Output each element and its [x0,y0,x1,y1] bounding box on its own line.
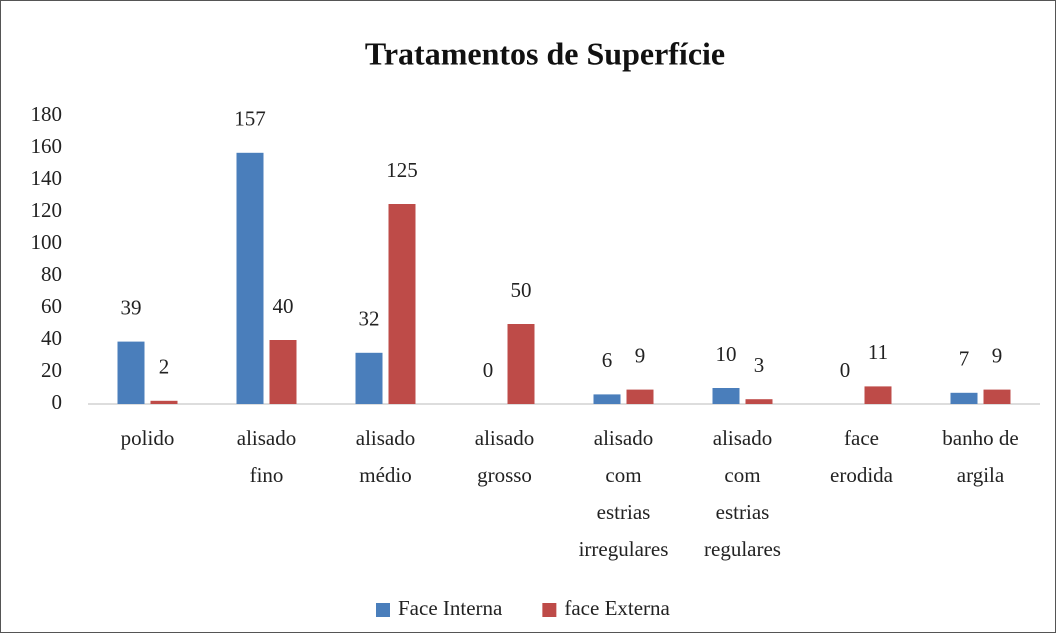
y-tick-label: 180 [31,102,63,126]
data-label: 40 [273,294,294,318]
bar [150,400,178,404]
data-label: 0 [483,358,494,382]
bar [983,389,1011,404]
y-tick-label: 100 [31,230,63,254]
data-label: 39 [121,295,142,319]
bar [712,388,740,404]
bar [236,152,264,404]
data-label: 32 [359,307,380,331]
y-tick-label: 120 [31,198,63,222]
x-tick-label: banho de argila [942,426,1018,487]
y-tick-label: 140 [31,166,63,190]
legend-label: Face Interna [398,596,503,620]
x-tick-label: alisado com estrias irregulares [579,426,669,561]
bar [269,340,297,404]
data-label: 125 [386,158,418,182]
data-label: 11 [868,340,888,364]
x-tick-label: alisado médio [356,426,415,487]
bar [864,386,892,404]
y-tick-label: 40 [41,326,62,350]
chart-title: Tratamentos de Superfície [365,35,725,71]
data-label: 50 [511,278,532,302]
bar [355,352,383,404]
legend-swatch [376,603,390,617]
data-label: 0 [840,358,851,382]
x-tick-label: alisado grosso [475,426,534,487]
bar [507,324,535,404]
data-label: 2 [159,355,170,379]
bar [388,204,416,404]
bar [593,394,621,404]
data-label: 3 [754,353,765,377]
data-label: 9 [992,343,1003,367]
data-label: 7 [959,347,970,371]
x-tick-label: alisado com estrias regulares [704,426,781,561]
legend-swatch [542,603,557,617]
y-tick-label: 0 [52,390,63,414]
bar [117,341,145,404]
bar [626,389,654,404]
bar [745,399,773,404]
x-tick-label: alisado fino [237,426,296,487]
y-tick-label: 160 [31,134,63,158]
data-label: 9 [635,343,646,367]
y-tick-label: 20 [41,358,62,382]
data-label: 157 [234,107,266,131]
x-tick-label: face erodida [830,426,894,487]
y-tick-label: 60 [41,294,62,318]
data-label: 6 [602,348,613,372]
data-label: 10 [716,342,737,366]
bar [950,392,978,404]
x-tick-label: polido [121,426,175,450]
legend-label: face Externa [564,596,670,620]
y-tick-label: 80 [41,262,62,286]
